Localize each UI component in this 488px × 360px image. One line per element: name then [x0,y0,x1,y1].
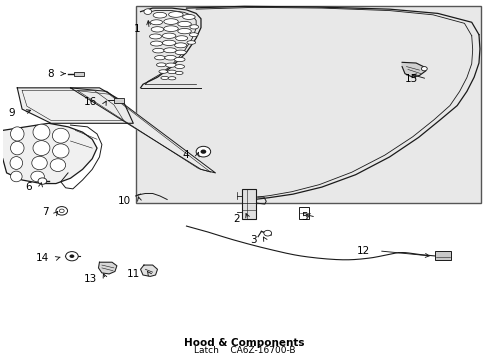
Ellipse shape [149,34,161,39]
Ellipse shape [10,141,24,155]
Ellipse shape [151,27,163,32]
Text: 13: 13 [83,274,97,284]
Ellipse shape [156,63,166,67]
Ellipse shape [53,144,69,158]
Circle shape [59,209,64,213]
Text: 3: 3 [249,235,256,245]
FancyBboxPatch shape [435,251,450,260]
Text: 6: 6 [25,182,32,192]
Polygon shape [98,262,117,274]
Ellipse shape [10,171,22,182]
Bar [242,189,255,219]
Ellipse shape [50,159,65,171]
Circle shape [38,178,47,184]
Ellipse shape [164,55,176,60]
Polygon shape [3,123,97,184]
Text: 5: 5 [300,212,307,222]
Text: 15: 15 [405,74,418,84]
Ellipse shape [175,65,184,68]
Polygon shape [401,62,425,77]
Ellipse shape [163,48,176,53]
Circle shape [196,146,210,157]
Ellipse shape [182,14,195,19]
Ellipse shape [150,41,162,46]
Ellipse shape [168,77,176,80]
Ellipse shape [161,76,168,80]
Ellipse shape [167,70,176,74]
Ellipse shape [186,41,195,44]
Ellipse shape [165,63,176,67]
Text: 11: 11 [127,269,140,279]
Ellipse shape [178,21,191,27]
Ellipse shape [175,50,186,55]
Ellipse shape [33,141,50,156]
FancyBboxPatch shape [74,72,83,76]
Polygon shape [17,88,133,123]
Circle shape [143,9,151,14]
Ellipse shape [162,40,176,45]
Ellipse shape [189,25,198,29]
Text: 12: 12 [356,246,369,256]
Ellipse shape [175,71,183,75]
Text: 1: 1 [134,24,140,34]
FancyBboxPatch shape [299,207,308,219]
Circle shape [264,230,271,236]
Circle shape [65,252,78,261]
Ellipse shape [154,55,165,60]
Circle shape [56,207,67,215]
Ellipse shape [159,70,167,73]
Ellipse shape [163,19,178,24]
Ellipse shape [178,28,191,34]
Ellipse shape [10,127,24,141]
Text: 2: 2 [233,214,239,224]
Ellipse shape [32,156,47,170]
Text: 14: 14 [36,253,49,263]
Ellipse shape [52,128,69,143]
Ellipse shape [175,36,187,41]
Ellipse shape [163,26,178,31]
FancyBboxPatch shape [114,98,124,103]
Text: 7: 7 [42,207,49,217]
Ellipse shape [10,157,22,169]
Polygon shape [70,88,215,173]
Ellipse shape [174,57,184,62]
Ellipse shape [162,33,176,39]
Circle shape [421,67,427,71]
Circle shape [200,149,206,154]
Ellipse shape [189,33,198,37]
Bar [136,6,480,203]
Text: Hood & Components: Hood & Components [184,338,304,348]
Ellipse shape [168,12,183,17]
Text: 4: 4 [182,150,188,160]
Ellipse shape [150,20,162,25]
Text: 10: 10 [118,196,131,206]
Ellipse shape [174,43,186,48]
Text: 8: 8 [47,69,53,79]
Text: 9: 9 [8,108,15,118]
Text: 16: 16 [83,97,97,107]
Circle shape [69,255,74,258]
Ellipse shape [152,48,164,53]
Ellipse shape [33,124,50,140]
Ellipse shape [153,12,166,18]
Text: Latch    CA6Z-16700-B: Latch CA6Z-16700-B [193,346,295,355]
Ellipse shape [31,171,44,182]
Polygon shape [140,265,157,276]
